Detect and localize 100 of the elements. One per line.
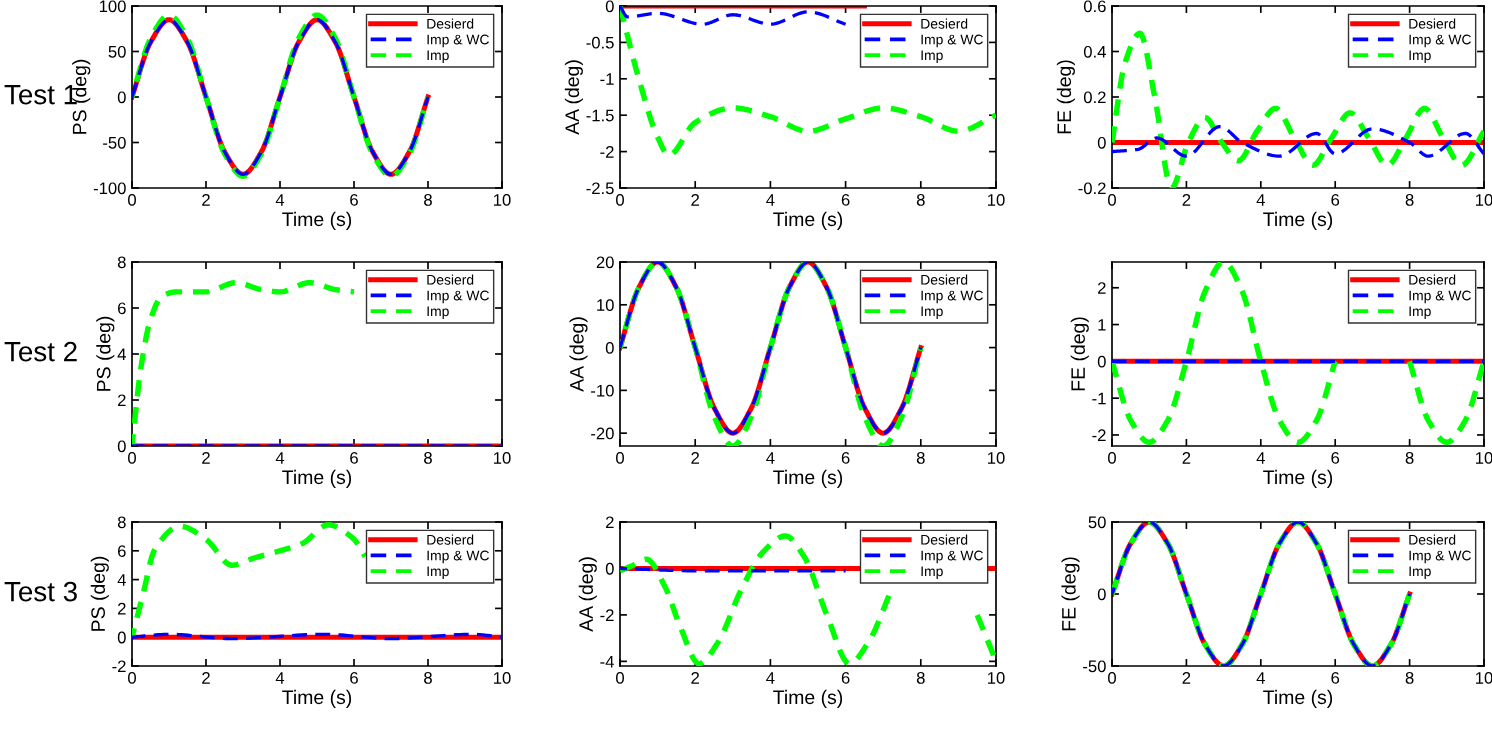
x-tick-label: 10 — [1476, 672, 1492, 684]
y-tick-label: -2 — [600, 609, 614, 621]
x-tick-label: 4 — [766, 452, 775, 464]
x-tick-label: 2 — [691, 452, 699, 464]
y-tick-label: 10 — [597, 299, 614, 311]
x-tick-label: 4 — [275, 672, 285, 684]
x-tick-label: 2 — [1182, 672, 1191, 684]
y-tick-label: 0.4 — [1083, 45, 1106, 58]
y-tick-label: 0 — [1097, 588, 1106, 601]
y-tick-label: 2 — [118, 394, 126, 407]
x-tick-label: 6 — [1331, 672, 1340, 684]
x-tick-label: 6 — [350, 452, 358, 464]
y-tick-label: 0.2 — [1083, 91, 1106, 104]
y-tick-label: -2 — [600, 146, 614, 158]
x-axis-title: Time (s) — [773, 211, 843, 230]
x-tick-label: 8 — [1405, 194, 1414, 206]
x-tick-label: 8 — [1405, 452, 1414, 464]
x-tick-label: 8 — [916, 452, 925, 464]
y-tick-label: 0 — [117, 631, 126, 644]
y-tick-label: -50 — [1083, 660, 1106, 673]
y-tick-label: -50 — [103, 136, 126, 149]
y-tick-label: 8 — [117, 516, 126, 529]
x-tick-label: 6 — [1331, 194, 1340, 206]
y-tick-label: 2 — [118, 602, 126, 615]
y-tick-label: 0 — [1097, 355, 1106, 368]
x-tick-label: 6 — [841, 672, 850, 684]
y-tick-label: 50 — [108, 45, 126, 58]
x-axis-title: Time (s) — [1263, 689, 1333, 708]
x-tick-label: 8 — [916, 672, 925, 684]
x-tick-label: 0 — [616, 672, 624, 684]
x-tick-label: 6 — [841, 194, 850, 206]
x-tick-label: 2 — [691, 672, 699, 684]
x-axis-title: Time (s) — [1263, 211, 1333, 230]
y-tick-label: 0 — [1097, 136, 1106, 149]
text: Test 1 — [4, 85, 77, 105]
x-tick-label: 2 — [202, 194, 210, 206]
y-tick-label: 100 — [99, 0, 126, 13]
y-tick-label: 4 — [117, 574, 126, 586]
x-tick-label: 4 — [766, 672, 775, 684]
x-tick-label: 2 — [1182, 194, 1191, 206]
text: Test 2 — [4, 341, 77, 362]
y-axis-title: FE (deg) — [1070, 317, 1089, 391]
x-tick-label: 0 — [1108, 194, 1116, 206]
y-tick-label: -20 — [591, 427, 614, 440]
x-tick-label: 8 — [424, 194, 432, 206]
y-tick-label: -0.2 — [1078, 182, 1106, 195]
x-tick-label: 10 — [1476, 194, 1492, 206]
x-tick-label: 0 — [128, 194, 136, 206]
x-tick-label: 2 — [202, 672, 210, 684]
y-axis-title: AA (deg) — [564, 60, 583, 135]
y-tick-label: -100 — [93, 182, 126, 195]
x-axis-title: Time (s) — [282, 211, 352, 230]
y-axis-title: FE (deg) — [1056, 60, 1075, 134]
y-tick-label: 2 — [1098, 282, 1106, 294]
y-tick-label: 6 — [118, 302, 126, 315]
x-tick-label: 4 — [1256, 194, 1265, 206]
x-tick-label: 2 — [1182, 452, 1191, 464]
x-axis-title: Time (s) — [773, 469, 843, 488]
x-tick-label: 0 — [616, 194, 624, 206]
y-tick-label: 20 — [596, 256, 614, 269]
y-tick-label: 8 — [117, 256, 126, 269]
y-tick-label: 0.6 — [1083, 0, 1106, 13]
y-tick-label: 0 — [117, 91, 126, 104]
y-tick-label: -4 — [600, 655, 614, 668]
x-tick-label: 4 — [1256, 452, 1265, 464]
x-tick-label: 8 — [1405, 672, 1414, 684]
x-tick-label: 0 — [1108, 452, 1116, 464]
y-tick-label: -0.5 — [586, 36, 614, 49]
x-tick-label: 0 — [128, 452, 136, 464]
x-axis-title: Time (s) — [1263, 469, 1333, 488]
x-tick-label: 10 — [1476, 452, 1492, 464]
y-tick-label: -2 — [1092, 429, 1106, 441]
x-axis-title: Time (s) — [282, 689, 352, 708]
y-tick-label: -1 — [600, 73, 614, 85]
x-tick-label: 10 — [494, 194, 511, 206]
x-tick-label: 6 — [1331, 452, 1340, 464]
y-tick-label: 0 — [117, 440, 126, 453]
x-tick-label: 6 — [841, 452, 850, 464]
y-tick-label: 4 — [117, 348, 126, 361]
x-tick-label: 4 — [275, 194, 285, 206]
y-tick-label: -1.5 — [586, 109, 614, 122]
y-tick-label: 6 — [118, 545, 126, 557]
y-tick-label: 0 — [605, 562, 614, 575]
x-tick-label: 4 — [1256, 672, 1265, 684]
y-tick-label: -1 — [1092, 392, 1106, 405]
x-tick-label: 0 — [128, 672, 136, 684]
x-tick-label: 2 — [691, 194, 699, 206]
y-axis-title: PS (deg) — [96, 316, 115, 391]
x-tick-label: 0 — [1108, 672, 1116, 684]
y-axis-title: PS (deg) — [90, 556, 109, 631]
x-tick-label: 10 — [494, 672, 511, 684]
y-axis-title: FE (deg) — [1061, 557, 1080, 631]
y-axis-title: AA (deg) — [569, 317, 588, 392]
y-axis-title: AA (deg) — [578, 557, 597, 632]
y-axis-title: PS (deg) — [72, 59, 91, 134]
x-tick-label: 6 — [350, 672, 358, 684]
y-tick-label: -10 — [591, 384, 614, 397]
y-tick-label: -2 — [112, 660, 126, 673]
x-tick-label: 8 — [424, 672, 432, 684]
x-axis-title: Time (s) — [282, 469, 352, 488]
